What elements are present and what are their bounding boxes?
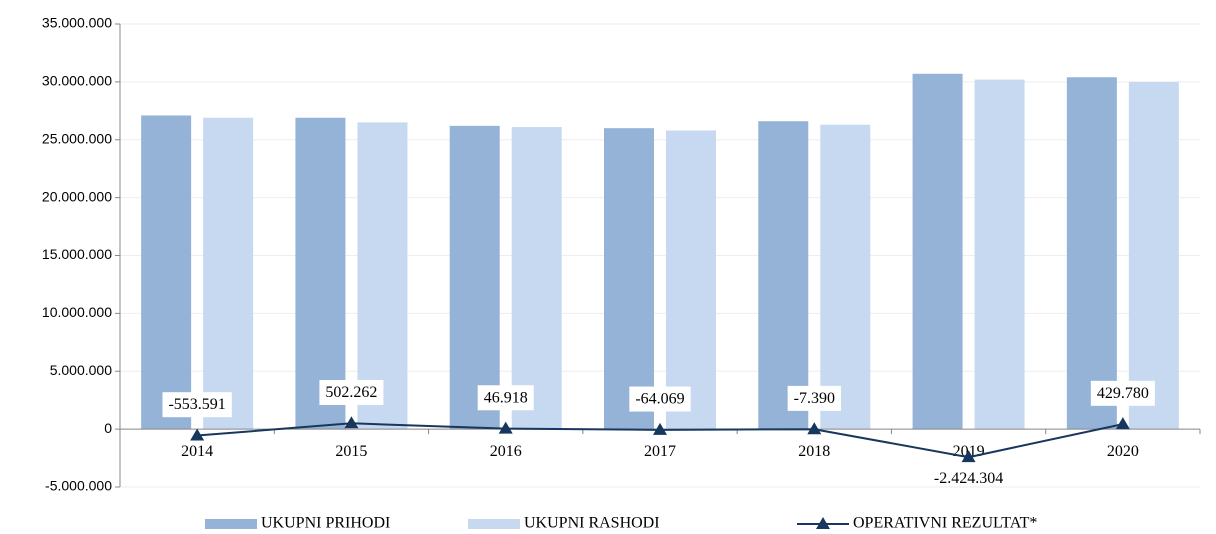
y-tick-label: 25.000.000 — [42, 130, 112, 146]
line-marker — [653, 422, 667, 435]
bar — [357, 122, 408, 430]
bar — [1128, 81, 1179, 430]
line-marker — [961, 450, 976, 463]
x-tick-label: 2020 — [1107, 443, 1139, 460]
data-label-group: 46.918 — [477, 385, 534, 411]
bar — [974, 79, 1025, 430]
bar — [141, 115, 192, 430]
bar — [511, 127, 562, 430]
line-marker — [190, 428, 205, 441]
data-label: -553.591 — [168, 396, 225, 413]
bar — [449, 125, 500, 430]
y-tick-label: 5.000.000 — [50, 362, 112, 378]
line-marker — [344, 416, 359, 429]
data-label-box — [477, 385, 534, 411]
data-label-box — [1090, 380, 1155, 406]
data-label: -64.069 — [635, 391, 684, 408]
x-tick-label: 2015 — [335, 443, 367, 460]
legend-label: OPERATIVNI REZULTAT* — [853, 515, 1037, 532]
legend-label: UKUPNI RASHODI — [524, 515, 660, 532]
bar — [758, 121, 809, 430]
legend-swatch — [205, 519, 257, 529]
data-label-group: -7.390 — [787, 385, 841, 411]
y-tick-label: 35.000.000 — [42, 15, 112, 31]
data-label-group: -2.424.304 — [934, 470, 1003, 487]
data-label-group: -553.591 — [162, 392, 232, 418]
line-marker — [1115, 417, 1130, 430]
bar — [666, 130, 716, 430]
y-tick-label: 0 — [104, 420, 112, 436]
x-tick-label: 2018 — [798, 443, 830, 460]
data-label-box — [629, 386, 691, 412]
data-label-group: 502.262 — [319, 379, 384, 405]
x-tick-label: 2016 — [490, 443, 522, 460]
bar — [295, 117, 346, 430]
y-tick-label: -5.000.000 — [45, 478, 112, 494]
data-label-group: -64.069 — [629, 386, 691, 412]
bar — [820, 124, 871, 430]
y-tick-label: 20.000.000 — [42, 188, 112, 204]
legend-marker — [816, 517, 830, 529]
data-label: 429.780 — [1097, 385, 1149, 402]
legend-swatch — [468, 519, 520, 529]
x-tick-label: 2017 — [644, 443, 676, 460]
bar — [604, 128, 654, 430]
data-label: -2.424.304 — [934, 470, 1003, 487]
bar — [203, 117, 254, 430]
line-marker — [498, 421, 513, 434]
data-label: -7.390 — [794, 390, 835, 407]
line-marker — [807, 422, 822, 435]
data-label-box — [319, 379, 384, 405]
data-label-box — [162, 392, 232, 418]
bar — [912, 73, 963, 430]
data-label: 46.918 — [484, 389, 528, 406]
data-label-box — [787, 385, 841, 411]
y-tick-label: 30.000.000 — [42, 73, 112, 89]
legend-label: UKUPNI PRIHODI — [261, 515, 390, 532]
data-label-group: 429.780 — [1090, 380, 1155, 406]
x-tick-label: 2014 — [181, 443, 213, 460]
y-tick-label: 10.000.000 — [42, 304, 112, 320]
bar — [1066, 77, 1117, 430]
data-label: 502.262 — [325, 384, 377, 401]
y-tick-label: 15.000.000 — [42, 246, 112, 262]
